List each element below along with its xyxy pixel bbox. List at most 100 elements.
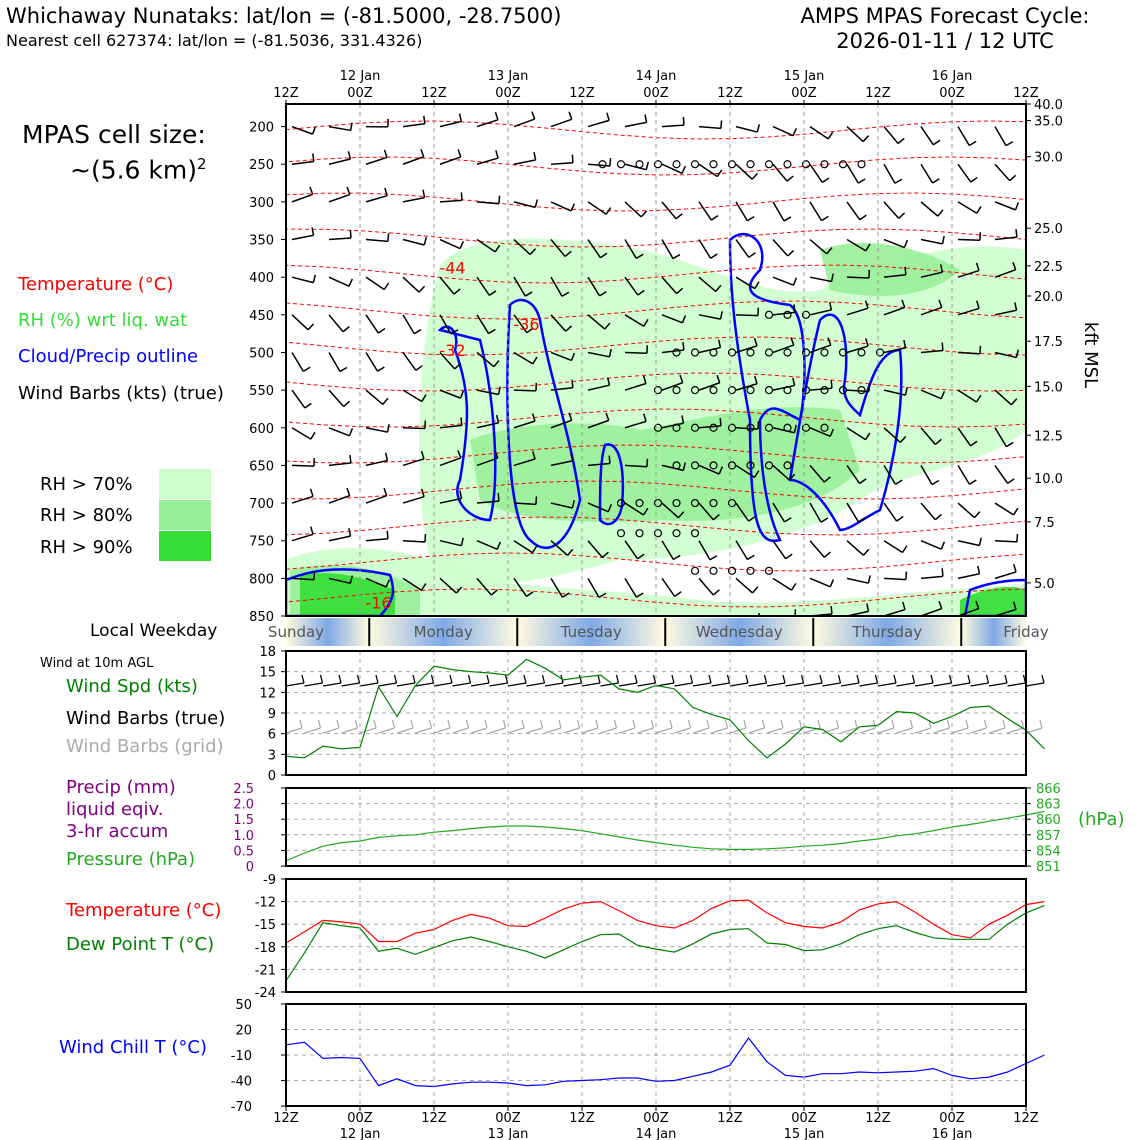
wind-barb	[365, 314, 386, 334]
kft-tick-label: 25.0	[1034, 222, 1063, 237]
wind10-barb	[581, 674, 601, 687]
wind-barb	[920, 235, 945, 245]
precip-tick-label: 2.0	[233, 798, 254, 813]
calm-circle	[616, 529, 626, 538]
wind10-barb	[655, 674, 675, 687]
wind-barb	[735, 502, 756, 522]
wind10-tick-label: 18	[259, 645, 276, 660]
wind10-barb	[988, 674, 1008, 687]
wind-barb	[846, 502, 866, 523]
wind-barb	[883, 266, 907, 278]
wind-barb	[661, 374, 684, 391]
chill-tick-label: -10	[231, 1049, 252, 1064]
legend-rh: RH (%) wrt liq. wat	[18, 310, 188, 331]
wind-barb	[920, 264, 944, 278]
wind-barb	[883, 465, 903, 485]
top-hour-label: 00Z	[791, 86, 817, 101]
wind10-grid-barb	[748, 719, 766, 734]
pressure-tick-label: 863	[1036, 798, 1061, 813]
wind10-barb	[692, 674, 712, 687]
wind10-barb	[729, 674, 749, 687]
wind-barb	[957, 126, 977, 147]
wind-barb	[957, 389, 982, 403]
legend-rh70: RH > 70%	[40, 474, 133, 495]
isotherm-13	[286, 588, 1026, 608]
wind-barb	[513, 413, 536, 429]
wind-barb	[661, 415, 685, 429]
calm-circle	[727, 160, 737, 169]
isotherm-2	[286, 192, 1026, 212]
wind-barb	[624, 161, 650, 171]
wind-barb	[402, 488, 425, 504]
wind10-barb	[544, 674, 564, 687]
temp-panel-frame	[285, 878, 1027, 993]
pressure-unit-label: (hPa)	[1078, 809, 1125, 830]
wind-barb	[365, 577, 391, 588]
pressure-tick-label: 800	[249, 572, 274, 587]
wind-barb	[624, 239, 644, 260]
calm-circle	[690, 498, 700, 508]
wind-barb	[698, 374, 721, 391]
wind-barb	[772, 577, 797, 591]
wind-barb	[735, 163, 759, 180]
wind10-grid-barb	[674, 719, 692, 734]
wind-barb	[365, 452, 389, 467]
wind-barb	[624, 276, 645, 296]
wind-barb	[772, 276, 798, 286]
wind-barb	[328, 229, 352, 241]
bottom-hour-label: 12Z	[717, 1111, 743, 1126]
wind-barb	[402, 450, 425, 467]
kft-tick-label: 40.0	[1034, 98, 1063, 113]
wind-barb	[920, 600, 943, 616]
wind-barb	[328, 528, 352, 542]
temp-tick-label: -18	[255, 941, 276, 956]
wind-barb	[736, 612, 760, 616]
calm-circle	[635, 498, 644, 508]
top-date-label: 15 Jan	[784, 69, 825, 84]
wind-barb	[328, 427, 354, 437]
legend-rh80: RH > 80%	[40, 505, 133, 526]
wind-barb	[846, 126, 870, 143]
calm-circle	[727, 348, 737, 357]
calm-circle	[746, 386, 755, 395]
wind10-barb	[600, 674, 620, 687]
legend-precip-3: 3-hr accum	[66, 821, 169, 842]
wind-barb	[328, 389, 351, 408]
wind-chill-line	[285, 1036, 1045, 1088]
weekday-name: Tuesday	[560, 623, 622, 641]
wind-barb	[402, 389, 427, 403]
wind-barb	[772, 464, 796, 481]
precip-tick-label: 1.0	[233, 829, 254, 844]
wind10-barb	[322, 674, 342, 687]
calm-circle	[801, 386, 811, 395]
pressure-tick-label: 851	[1036, 860, 1061, 875]
wind-barb	[439, 238, 465, 250]
wind10-grid-barb	[507, 719, 525, 734]
wind-barb	[550, 239, 572, 258]
calm-circle	[838, 386, 848, 395]
wind-barb	[994, 464, 1015, 485]
wind-barb	[661, 462, 686, 472]
cloud-outline-2	[598, 443, 625, 526]
wind-barb	[402, 237, 428, 246]
isotherm-10	[286, 480, 1026, 500]
wind10-grid-barb	[951, 719, 969, 734]
wind-barb	[957, 345, 982, 355]
wind10-grid-barb	[322, 719, 340, 734]
calm-circle	[690, 461, 700, 470]
cloud-outline-3	[728, 232, 806, 543]
wind-barb	[291, 526, 314, 542]
wind-barb	[291, 125, 317, 135]
wind-barb	[846, 201, 867, 221]
wind10-tick-label: 9	[268, 707, 276, 722]
wind10-grid-barb	[489, 719, 507, 734]
calm-circle	[820, 423, 829, 432]
chill-tick-label: -70	[231, 1100, 252, 1115]
wind10-tick-label: 12	[259, 686, 276, 701]
bottom-date-label: 13 Jan	[488, 1127, 529, 1140]
wind-barb	[772, 424, 797, 434]
wind-barb	[735, 276, 760, 290]
calm-circle	[727, 461, 737, 470]
legend-temp: Temperature (°C)	[66, 900, 222, 921]
calm-circle	[672, 529, 681, 538]
